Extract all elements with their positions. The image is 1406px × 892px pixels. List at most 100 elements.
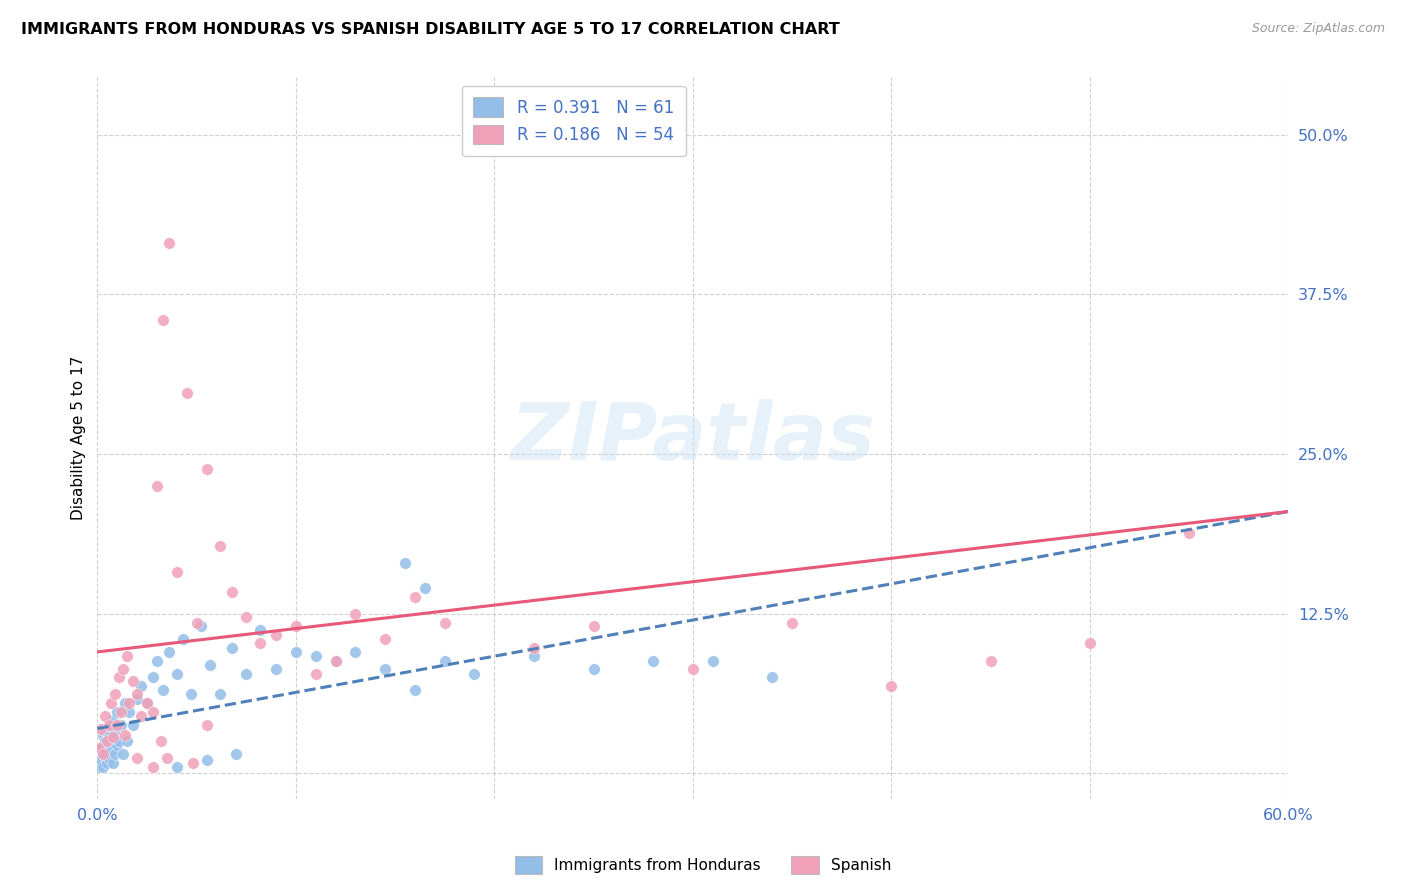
- Legend: R = 0.391   N = 61, R = 0.186   N = 54: R = 0.391 N = 61, R = 0.186 N = 54: [461, 86, 686, 156]
- Point: [103, 731, 125, 745]
- Point: [142, 671, 165, 685]
- Point: [200, 657, 222, 672]
- Point: [195, 462, 218, 476]
- Point: [125, 692, 148, 706]
- Point: [166, 565, 188, 579]
- Point: [91, 728, 114, 742]
- Point: [176, 385, 198, 400]
- Point: [94, 734, 117, 748]
- Point: [98, 731, 121, 745]
- Point: [114, 728, 136, 742]
- Point: [264, 661, 287, 675]
- Point: [105, 705, 128, 719]
- Point: [115, 648, 138, 663]
- Point: [100, 717, 122, 731]
- Point: [89, 760, 111, 774]
- Point: [325, 654, 347, 668]
- Point: [209, 539, 232, 553]
- Point: [374, 632, 396, 647]
- Point: [1178, 526, 1201, 541]
- Point: [780, 615, 803, 630]
- Point: [394, 556, 416, 570]
- Point: [249, 624, 271, 638]
- Point: [682, 661, 704, 675]
- Point: [91, 760, 114, 774]
- Point: [96, 734, 118, 748]
- Point: [110, 705, 132, 719]
- Point: [100, 743, 122, 757]
- Point: [221, 641, 243, 656]
- Point: [284, 645, 307, 659]
- Text: Source: ZipAtlas.com: Source: ZipAtlas.com: [1251, 22, 1385, 36]
- Point: [166, 666, 188, 681]
- Point: [136, 696, 159, 710]
- Point: [90, 740, 112, 755]
- Point: [146, 654, 169, 668]
- Point: [104, 725, 127, 739]
- Point: [115, 734, 138, 748]
- Point: [761, 671, 783, 685]
- Y-axis label: Disability Age 5 to 17: Disability Age 5 to 17: [72, 356, 86, 520]
- Point: [305, 666, 328, 681]
- Point: [100, 696, 122, 710]
- Point: [249, 636, 271, 650]
- Point: [112, 747, 135, 761]
- Point: [108, 671, 131, 685]
- Point: [344, 607, 367, 621]
- Point: [433, 654, 456, 668]
- Point: [105, 717, 128, 731]
- Point: [523, 641, 546, 656]
- Point: [221, 585, 243, 599]
- Point: [125, 751, 148, 765]
- Point: [142, 705, 165, 719]
- Point: [195, 754, 218, 768]
- Point: [284, 619, 307, 633]
- Point: [114, 696, 136, 710]
- Point: [413, 581, 436, 595]
- Point: [104, 747, 127, 761]
- Point: [96, 722, 118, 736]
- Point: [152, 683, 174, 698]
- Point: [156, 751, 179, 765]
- Point: [90, 754, 112, 768]
- Point: [89, 740, 111, 755]
- Point: [104, 687, 127, 701]
- Point: [103, 756, 125, 770]
- Point: [225, 747, 247, 761]
- Point: [90, 722, 112, 736]
- Point: [582, 619, 605, 633]
- Point: [136, 696, 159, 710]
- Point: [108, 734, 131, 748]
- Point: [157, 645, 180, 659]
- Point: [157, 236, 180, 251]
- Point: [142, 760, 165, 774]
- Point: [129, 708, 152, 723]
- Point: [433, 615, 456, 630]
- Point: [180, 687, 202, 701]
- Point: [582, 661, 605, 675]
- Point: [122, 717, 145, 731]
- Point: [122, 674, 145, 689]
- Point: [94, 708, 117, 723]
- Point: [118, 705, 141, 719]
- Point: [110, 717, 132, 731]
- Point: [96, 756, 118, 770]
- Point: [643, 654, 665, 668]
- Point: [146, 479, 169, 493]
- Point: [186, 615, 208, 630]
- Point: [125, 687, 148, 701]
- Point: [463, 666, 485, 681]
- Point: [91, 747, 114, 761]
- Point: [344, 645, 367, 659]
- Point: [105, 738, 128, 752]
- Point: [264, 628, 287, 642]
- Point: [118, 696, 141, 710]
- Point: [880, 680, 903, 694]
- Point: [103, 713, 125, 727]
- Point: [374, 661, 396, 675]
- Point: [172, 632, 194, 647]
- Point: [98, 717, 121, 731]
- Text: ZIPatlas: ZIPatlas: [510, 399, 876, 477]
- Point: [149, 734, 172, 748]
- Point: [166, 760, 188, 774]
